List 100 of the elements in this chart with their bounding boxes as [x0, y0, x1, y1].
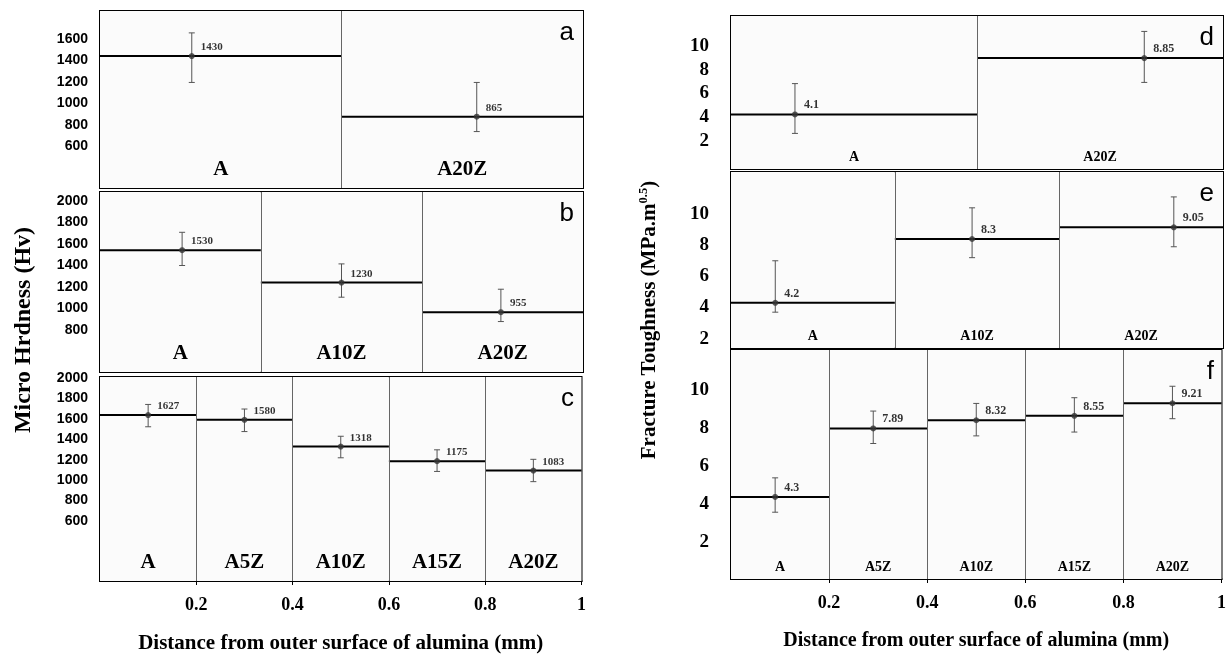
band-label: A10Z [315, 548, 366, 573]
y-tick-label: 1600 [56, 29, 89, 46]
data-label: 1430 [200, 40, 224, 53]
chart-title: d [1199, 21, 1215, 51]
data-label: 1175 [446, 445, 468, 458]
y-tick-label: 1000 [56, 299, 89, 316]
point [337, 443, 344, 450]
point [338, 279, 345, 286]
data-label: 7.89 [882, 411, 904, 426]
x-tick-label: 0.2 [817, 592, 841, 612]
band-label: A [848, 148, 860, 164]
data-label: 9.05 [1182, 210, 1204, 225]
x-axis-title: Distance from outer surface of alumina (mm) [138, 629, 544, 654]
data-label: 8.55 [1083, 398, 1105, 413]
x-tick-label: 0.8 [473, 594, 497, 614]
x-tick-label: 1 [577, 594, 586, 614]
y-tick-label: 1200 [56, 450, 89, 467]
y-tick-label: 4 [699, 492, 710, 514]
data-label: 4.2 [784, 285, 800, 300]
y-tick-label: 2000 [56, 369, 89, 385]
y-tick-label: 600 [64, 511, 89, 528]
y-tick-label: 1400 [56, 430, 89, 447]
y-tick-label: 1600 [56, 234, 89, 251]
data-label: 4.1 [803, 97, 819, 112]
point [497, 309, 504, 316]
y-tick-label: 1400 [56, 51, 89, 68]
point [1170, 224, 1177, 231]
band-label: A20Z [437, 155, 488, 180]
chart-title: e [1199, 177, 1215, 207]
band-label: A5Z [864, 558, 892, 574]
point [241, 416, 248, 423]
data-label: 1318 [349, 430, 373, 443]
data-label: 8.3 [981, 221, 997, 236]
y-tick-label: 8 [699, 233, 709, 255]
y-tick-label: 600 [64, 137, 89, 154]
y-tick-label: 6 [699, 454, 709, 475]
x-tick-label: 0.6 [1014, 592, 1037, 612]
data-label: 1627 [157, 399, 180, 412]
y-tick-label: 6 [699, 81, 709, 103]
x-tick-label: 1 [1217, 592, 1226, 612]
data-label: 1530 [191, 234, 214, 247]
band-label: A [807, 327, 819, 343]
y-tick-label: 8 [699, 415, 709, 437]
point [973, 417, 980, 424]
y-tick-label: 1800 [56, 213, 89, 230]
band-label: A20Z [1124, 327, 1158, 343]
y-tick-label: 2 [699, 326, 709, 348]
data-label: 8.32 [985, 403, 1007, 418]
point [434, 458, 441, 465]
y-tick-label: 800 [64, 491, 89, 508]
y-tick-label: 800 [64, 320, 89, 337]
y-tick-label: 10 [690, 377, 709, 399]
chart-title: b [559, 197, 575, 227]
y-tick-label: 1800 [56, 389, 89, 406]
band-label: A [140, 548, 157, 573]
y-tick-label: 1200 [56, 277, 89, 294]
y-tick-label: 2000 [56, 191, 89, 208]
point [772, 299, 779, 306]
data-label: 1580 [253, 403, 276, 416]
y-axis-title: Micro Hrdness (Hv) [8, 226, 36, 434]
data-label: 865 [485, 100, 503, 113]
x-axis-title: Distance from outer surface of alumina (mm) [783, 628, 1170, 651]
data-label: 4.3 [784, 479, 800, 494]
y-tick-label: 4 [699, 295, 710, 317]
band-label: A10Z [960, 327, 994, 343]
y-tick-label: 6 [699, 264, 709, 286]
band-label: A5Z [224, 548, 265, 573]
data-label: 1230 [350, 266, 373, 279]
band-label: A10Z [959, 558, 993, 574]
band-label: A [172, 339, 189, 364]
y-tick-label: 800 [64, 115, 89, 132]
y-tick-label: 4 [699, 105, 710, 127]
y-tick-label: 1200 [56, 72, 89, 89]
point [179, 247, 186, 254]
band-label: A20Z [477, 339, 528, 364]
y-tick-label: 1000 [56, 94, 89, 111]
y-tick-label: 10 [690, 202, 709, 223]
band-label: A [213, 155, 230, 180]
point [870, 425, 877, 432]
x-tick-label: 0.4 [915, 592, 939, 612]
band-label: A20Z [1083, 148, 1117, 164]
x-tick-label: 0.8 [1112, 592, 1135, 612]
data-label: 9.21 [1181, 386, 1203, 401]
y-tick-label: 10 [690, 33, 709, 55]
point [145, 412, 152, 419]
data-label: 1083 [542, 454, 565, 467]
x-tick-label: 0.4 [281, 594, 304, 614]
x-tick-label: 0.6 [377, 594, 401, 614]
y-tick-label: 2 [699, 530, 709, 552]
y-tick-label: 2 [699, 128, 709, 150]
point [1169, 400, 1176, 407]
y-tick-label: 1600 [56, 409, 89, 426]
point [772, 493, 779, 500]
band-label: A20Z [1155, 558, 1190, 574]
chart-title: a [559, 16, 575, 46]
x-tick-label: 0.2 [185, 594, 208, 614]
y-tick-label: 8 [699, 57, 709, 79]
band-label: A20Z [508, 548, 559, 573]
data-label: 955 [509, 296, 527, 309]
band-label: A [774, 558, 786, 574]
